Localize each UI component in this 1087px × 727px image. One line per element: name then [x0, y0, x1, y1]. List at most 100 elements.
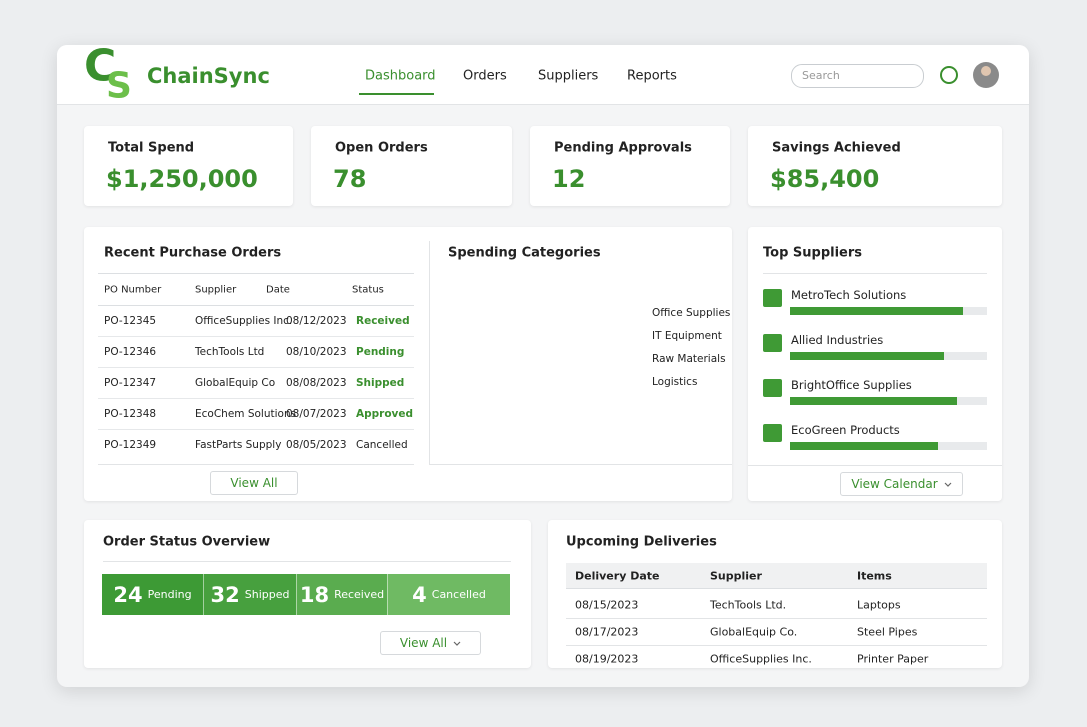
section-title: Top Suppliers	[763, 245, 863, 261]
button[interactable]: View All	[210, 471, 298, 495]
nav-item[interactable]: Orders	[463, 68, 507, 84]
status: Pending	[356, 346, 405, 358]
kpi-value: $85,400	[770, 165, 880, 193]
status-segment: 32 Shipped	[203, 574, 296, 615]
divider	[748, 465, 1002, 466]
bar	[790, 397, 958, 405]
supplier-icon	[763, 289, 782, 307]
cell: 08/05/2023	[286, 439, 347, 451]
cell: FastParts Supply	[195, 439, 282, 451]
legend-label: Raw Materials	[652, 353, 726, 365]
logo-c: C	[84, 40, 117, 92]
status: Received	[356, 315, 410, 327]
row-divider	[98, 367, 414, 368]
chevron	[453, 641, 461, 646]
cell: 08/19/2023	[575, 652, 639, 666]
supplier-name: MetroTech Solutions	[791, 288, 907, 302]
card	[84, 227, 732, 501]
kpi-label: Pending Approvals	[554, 140, 692, 156]
button-label: View All	[230, 476, 278, 490]
column-header: Delivery Date	[575, 569, 660, 583]
cell: GlobalEquip Co	[195, 377, 276, 389]
column-header: Supplier	[710, 569, 762, 583]
table-header-bg	[98, 273, 414, 306]
card	[84, 126, 293, 206]
nav-item[interactable]: Suppliers	[538, 68, 599, 84]
card	[548, 520, 1002, 668]
divider	[763, 273, 987, 274]
bar	[790, 442, 938, 450]
cell: Steel Pipes	[857, 625, 918, 639]
status-label: Received	[334, 588, 385, 601]
card	[748, 227, 1002, 501]
cell: 08/15/2023	[575, 598, 639, 612]
bell-icon[interactable]	[940, 66, 958, 84]
card	[530, 126, 730, 206]
status-label: Cancelled	[431, 588, 486, 601]
cell: 08/10/2023	[286, 346, 347, 358]
status-count: 24	[113, 582, 143, 607]
nav-item[interactable]: Dashboard	[365, 68, 436, 84]
button[interactable]: View All	[380, 631, 481, 655]
cell: TechTools Ltd	[195, 346, 265, 358]
supplier-icon	[763, 424, 782, 442]
status: Approved	[356, 408, 414, 420]
status-segment: 24 Pending	[102, 574, 203, 615]
section-title: Order Status Overview	[103, 534, 271, 550]
column-header: Status	[352, 284, 384, 296]
nav-item[interactable]: Reports	[627, 68, 677, 84]
status-segment: 18 Received	[296, 574, 387, 615]
status-label: Shipped	[244, 588, 290, 601]
cell: OfficeSupplies Inc.	[195, 315, 293, 327]
nav-underline	[359, 93, 434, 95]
cell: OfficeSupplies Inc.	[710, 652, 812, 666]
bar	[790, 307, 964, 315]
status: Cancelled	[356, 439, 408, 451]
chevron	[944, 482, 952, 487]
supplier-icon	[763, 334, 782, 352]
cell: Laptops	[857, 598, 901, 612]
legend-label: IT Equipment	[652, 330, 722, 342]
supplier-icon	[763, 379, 782, 397]
search-placeholder: Search	[802, 69, 840, 82]
kpi-label: Open Orders	[335, 140, 428, 156]
button-label: View Calendar	[851, 477, 938, 491]
column-header: Supplier	[195, 284, 237, 296]
kpi-value: 12	[552, 165, 586, 193]
supplier-name: EcoGreen Products	[791, 423, 900, 437]
supplier-name: Allied Industries	[791, 333, 884, 347]
supplier-name: BrightOffice Supplies	[791, 378, 912, 392]
kpi-label: Total Spend	[108, 140, 195, 156]
button[interactable]: View Calendar	[840, 472, 963, 496]
status-count: 4	[412, 582, 427, 607]
column-header: Date	[266, 284, 290, 296]
search-box[interactable]: Search	[791, 64, 924, 88]
divider	[103, 561, 511, 562]
card	[748, 126, 1002, 206]
row-divider	[98, 464, 414, 465]
legend-label: Logistics	[652, 376, 698, 388]
card	[311, 126, 512, 206]
cell: 08/08/2023	[286, 377, 347, 389]
cell: PO-12349	[104, 439, 157, 451]
row-divider	[98, 429, 414, 430]
section-title: Upcoming Deliveries	[566, 534, 717, 550]
status-count: 18	[299, 582, 330, 607]
table-header-bg	[566, 563, 987, 589]
kpi-label: Savings Achieved	[772, 140, 901, 156]
bar	[790, 352, 944, 360]
avatar-face	[981, 66, 991, 76]
status-count: 32	[210, 582, 240, 607]
column-header: PO Number	[104, 284, 162, 296]
brand-name: ChainSync	[147, 64, 270, 88]
legend-label: Office Supplies	[652, 307, 731, 319]
logo-s: S	[106, 65, 132, 107]
kpi-value: 78	[333, 165, 367, 193]
column-header: Items	[857, 569, 892, 583]
row-divider	[566, 645, 987, 646]
status-segment: 4 Cancelled	[387, 574, 510, 615]
cell: PO-12346	[104, 346, 157, 358]
cell: GlobalEquip Co.	[710, 625, 798, 639]
row-divider	[98, 398, 414, 399]
